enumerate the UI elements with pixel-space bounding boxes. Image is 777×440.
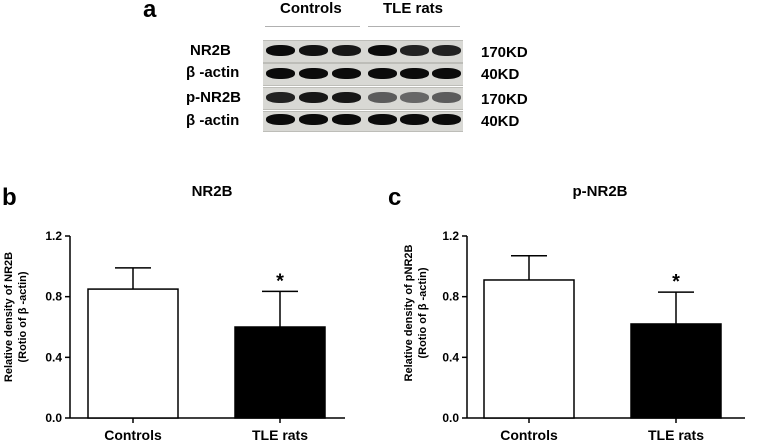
plot-area: 0.0 0.4 0.8 1.2 Controls TLE rats *: [442, 229, 745, 440]
blot-band: [332, 114, 361, 125]
blot-band: [332, 92, 361, 103]
group-line-controls: [265, 26, 360, 27]
blot-band: [368, 114, 397, 125]
blot-band: [368, 68, 397, 79]
blot-band: [368, 45, 397, 56]
chart-title: p-NR2B: [573, 183, 628, 200]
kd-label: 40KD: [481, 66, 520, 83]
x-tick-label: Controls: [104, 427, 162, 440]
blot-band: [400, 92, 429, 103]
blot-band: [432, 68, 461, 79]
blot-band: [299, 92, 328, 103]
panel-a-letter: a: [143, 0, 157, 23]
y-axis-label: (Rotio of β -actin): [417, 267, 429, 358]
y-axis-label: (Rotio of β -actin): [17, 271, 29, 362]
significance-marker: *: [672, 271, 680, 293]
blot-row-label: β -actin: [186, 64, 240, 81]
blot-band: [432, 45, 461, 56]
bar: [234, 326, 326, 419]
blot-row-label: NR2B: [190, 42, 231, 59]
blot-band: [400, 45, 429, 56]
blot-band: [400, 114, 429, 125]
bar-chart-nr2b: b NR2B Relative density of NR2B (Rotio o…: [2, 183, 345, 440]
blot-band: [266, 92, 295, 103]
blot-band: [432, 92, 461, 103]
blot-band: [266, 45, 295, 56]
kd-label: 170KD: [481, 91, 528, 108]
panel-b-letter: b: [2, 184, 17, 211]
significance-marker: *: [276, 270, 284, 292]
blot-band: [332, 45, 361, 56]
x-tick-label: TLE rats: [648, 427, 704, 440]
bar: [87, 288, 179, 419]
x-tick-label: TLE rats: [252, 427, 308, 440]
chart-title: NR2B: [192, 183, 233, 200]
blot-band: [299, 45, 328, 56]
y-tick-label: 0.0: [442, 411, 459, 425]
blot-band: [368, 92, 397, 103]
plot-area: 0.0 0.4 0.8 1.2 Controls TLE rats *: [45, 229, 345, 440]
y-tick-label: 1.2: [442, 229, 459, 243]
y-axis-label: Relative density of pNR2B: [403, 244, 415, 381]
blot-band: [266, 114, 295, 125]
y-tick-label: 0.8: [45, 290, 62, 304]
blot-band: [266, 68, 295, 79]
blot-row-label: p-NR2B: [186, 89, 241, 106]
group-line-tle-rats: [368, 26, 460, 27]
group-label-controls: Controls: [280, 0, 342, 17]
y-tick-label: 0.0: [45, 411, 62, 425]
blot-band: [332, 68, 361, 79]
x-tick-label: Controls: [500, 427, 558, 440]
y-tick-label: 0.8: [442, 290, 459, 304]
y-tick-label: 0.4: [442, 350, 459, 364]
bar: [483, 279, 575, 419]
y-tick-label: 1.2: [45, 229, 62, 243]
blot-band: [400, 68, 429, 79]
bar: [630, 323, 722, 419]
y-tick-label: 0.4: [45, 350, 62, 364]
bar-chart-p-nr2b: c p-NR2B Relative density of pNR2B (Roti…: [388, 183, 745, 440]
kd-label: 170KD: [481, 44, 528, 61]
kd-label: 40KD: [481, 113, 520, 130]
blot-row-label: β -actin: [186, 112, 240, 129]
blot-band: [299, 114, 328, 125]
group-label-tle-rats: TLE rats: [383, 0, 444, 17]
blot-band: [299, 68, 328, 79]
y-axis-label: Relative density of NR2B: [3, 252, 15, 382]
panel-c-letter: c: [388, 184, 401, 211]
blot-band: [432, 114, 461, 125]
